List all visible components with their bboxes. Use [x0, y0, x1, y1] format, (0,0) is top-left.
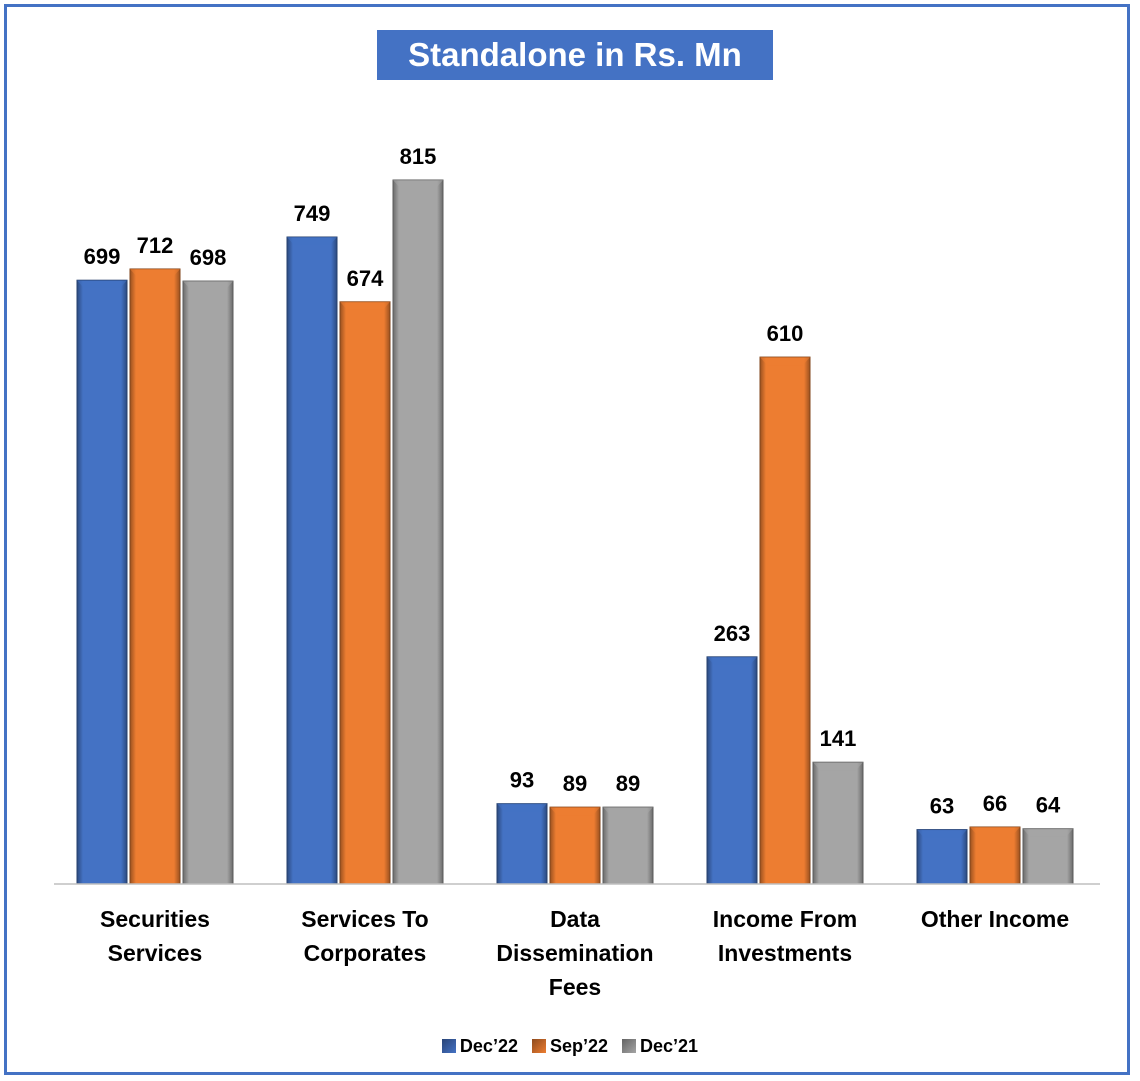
legend-swatch-1 — [531, 1039, 546, 1053]
bars-layer — [76, 179, 1074, 885]
chart-title: Standalone in Rs. Mn — [377, 30, 773, 80]
bar-cap-2-1 — [393, 180, 443, 188]
category-label-0-1: Services — [108, 940, 203, 966]
bar-2-1 — [392, 179, 444, 885]
bar-cap-1-4 — [970, 826, 1020, 835]
value-label-1-3: 610 — [767, 321, 804, 346]
value-label-2-0: 698 — [190, 245, 227, 270]
legend-label-2: Dec’21 — [640, 1035, 699, 1056]
category-labels-layer: Securities Services Services To Corporates D… — [100, 906, 1069, 1000]
bar-cap-1-2 — [550, 807, 600, 816]
category-label-2-0: Data — [550, 906, 600, 932]
bar-cap-0-4 — [917, 829, 967, 838]
bar-0-0 — [76, 279, 128, 885]
value-label-0-2: 93 — [510, 768, 534, 793]
category-label-0-0: Securities — [100, 906, 210, 932]
value-label-0-0: 699 — [84, 244, 121, 269]
bar-cap-0-2 — [497, 803, 547, 812]
bar-cap-1-1 — [340, 301, 390, 310]
bar-cap-2-4 — [1023, 828, 1073, 837]
value-labels-layer: 699 712 698 749 674 815 93 89 89 263 610 141 63 66 64 — [84, 144, 1061, 819]
bar-2-2 — [602, 806, 654, 885]
bar-1-3 — [759, 356, 811, 885]
value-label-2-1: 815 — [400, 144, 437, 169]
legend-swatch-0 — [441, 1039, 456, 1053]
category-label-1-0: Services To — [301, 906, 428, 932]
category-label-2-2: Fees — [549, 974, 601, 1000]
legend-label-1: Sep’22 — [549, 1035, 609, 1056]
category-label-4-0: Other Income — [921, 906, 1069, 932]
bar-cap-2-0 — [183, 281, 233, 290]
bar-cap-1-0 — [130, 268, 180, 277]
value-label-1-0: 712 — [137, 233, 174, 258]
bar-1-0 — [129, 268, 181, 885]
legend-item-2: Dec’21 — [622, 1036, 698, 1057]
bar-2-0 — [182, 280, 234, 885]
bar-2-3 — [812, 761, 864, 885]
value-label-1-4: 66 — [983, 791, 1007, 816]
value-label-0-3: 263 — [714, 621, 751, 646]
bar-0-3 — [706, 656, 758, 885]
legend-item-0: Dec’22 — [441, 1035, 518, 1057]
value-label-1-2: 89 — [563, 771, 587, 796]
value-label-0-1: 749 — [294, 201, 331, 226]
legend-label-0: Dec’22 — [459, 1035, 518, 1056]
bar-1-4 — [969, 826, 1021, 885]
value-label-2-2: 89 — [616, 771, 640, 796]
legend-item-1: Sep’22 — [531, 1035, 609, 1057]
category-label-3-1: Investments — [718, 940, 852, 966]
bar-0-1 — [286, 236, 338, 885]
bar-cap-1-3 — [760, 357, 810, 366]
bar-2-4 — [1022, 828, 1074, 885]
value-label-0-4: 63 — [930, 794, 954, 819]
category-label-3-0: Income From — [713, 906, 857, 932]
bar-cap-0-3 — [707, 656, 757, 665]
category-label-2-1: Dissemination — [496, 940, 653, 966]
bar-0-4 — [916, 829, 968, 885]
bar-0-2 — [496, 803, 548, 885]
bar-cap-2-2 — [603, 807, 653, 816]
value-label-1-1: 674 — [347, 266, 384, 291]
value-label-2-4: 64 — [1036, 793, 1061, 818]
bar-cap-2-3 — [813, 762, 863, 771]
legend-swatch-2 — [622, 1039, 637, 1053]
bar-cap-0-0 — [77, 280, 127, 289]
bar-1-1 — [339, 301, 391, 885]
bar-1-2 — [549, 806, 601, 885]
value-label-2-3: 141 — [820, 726, 857, 751]
bar-cap-0-1 — [287, 237, 337, 246]
category-label-1-1: Corporates — [304, 940, 427, 966]
legend: Dec’22 Sep’22 Dec’21 — [0, 1031, 1140, 1061]
